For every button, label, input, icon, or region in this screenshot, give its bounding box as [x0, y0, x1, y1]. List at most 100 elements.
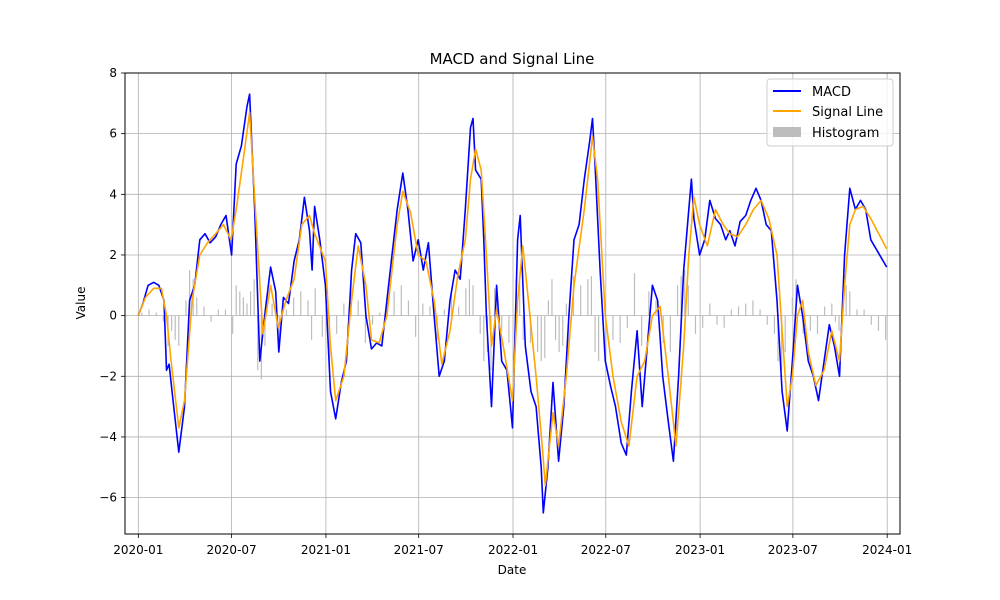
histogram-bar: [816, 315, 819, 334]
x-tick-label: 2023-07: [768, 543, 818, 557]
histogram-bar: [709, 303, 711, 316]
histogram-bar: [307, 300, 309, 316]
histogram-bar: [522, 315, 524, 340]
histogram-bar: [824, 306, 826, 316]
y-tick-label: 8: [109, 66, 117, 80]
histogram-bar: [716, 315, 718, 325]
x-axis-ticks: 2020-01 2020-07 2021-01 2021-07 2022-01 2022-…: [113, 534, 912, 557]
y-axis-label: Value: [74, 287, 88, 320]
histogram-bar: [777, 315, 779, 362]
histogram-bar: [687, 285, 689, 316]
histogram-bar: [680, 276, 682, 316]
histogram-bar: [415, 315, 417, 337]
histogram-bar: [239, 291, 241, 316]
histogram-bar: [300, 291, 302, 316]
x-axis-label: Date: [498, 563, 527, 577]
histogram-bar: [809, 315, 811, 331]
histogram-bar: [185, 300, 187, 316]
histogram-bar: [264, 315, 266, 346]
legend: MACD Signal Line Histogram: [766, 78, 894, 147]
legend-histogram-label: Histogram: [812, 126, 879, 141]
histogram-bar: [246, 303, 248, 316]
histogram-bar: [626, 315, 628, 328]
histogram-bar: [422, 303, 424, 316]
histogram-bar: [684, 270, 686, 316]
histogram-bar: [483, 315, 485, 362]
histogram-bar: [155, 312, 157, 316]
histogram-bar: [232, 315, 234, 334]
histogram-bar: [519, 282, 521, 316]
x-tick-label: 2024-01: [862, 543, 912, 557]
histogram-bar: [745, 303, 747, 316]
histogram-bar: [759, 309, 761, 316]
histogram-bar: [554, 315, 557, 340]
histogram-bar: [343, 303, 345, 316]
histogram-bar: [766, 315, 768, 325]
y-tick-label: 6: [109, 127, 117, 141]
histogram-bar: [314, 288, 316, 316]
histogram-bar: [598, 315, 600, 362]
y-axis-ticks: 8 6 4 2 0 −2 −4 −6: [99, 66, 125, 505]
histogram-bar: [544, 315, 546, 359]
chart-title: MACD and Signal Line: [430, 50, 595, 68]
histogram-bar: [443, 309, 445, 316]
histogram-bar: [336, 315, 338, 334]
y-tick-label: 2: [109, 248, 117, 262]
histogram-bar: [529, 315, 532, 343]
histogram-bar: [580, 285, 582, 316]
histogram-bar: [590, 276, 593, 316]
histogram-bar: [472, 285, 474, 316]
y-tick-label: −2: [99, 369, 117, 383]
histogram-bar: [257, 315, 259, 371]
x-tick-label: 2022-07: [581, 543, 631, 557]
histogram-bar: [737, 306, 740, 316]
histogram-bar: [845, 285, 847, 316]
signal-line: [137, 111, 888, 487]
histogram-bar: [224, 309, 227, 316]
histogram-bar: [877, 315, 880, 331]
plot-frame: [124, 72, 901, 535]
histogram-bar: [784, 315, 786, 353]
histogram-bar: [791, 297, 793, 316]
histogram-bar: [285, 309, 288, 316]
histogram-bar: [371, 315, 374, 325]
histogram-bar: [723, 315, 725, 328]
histogram-bar: [752, 300, 754, 316]
histogram-bar: [196, 297, 198, 316]
legend-signal-label: Signal Line: [812, 105, 883, 120]
histogram-bar: [217, 309, 219, 316]
histogram-bar: [558, 315, 560, 353]
histogram-bar: [188, 270, 191, 316]
histogram-bar: [612, 315, 614, 340]
histogram-bar: [594, 315, 596, 353]
histogram-bar: [278, 315, 280, 340]
histogram-bar: [468, 279, 471, 316]
x-tick-label: 2023-01: [675, 543, 725, 557]
histogram-bar: [379, 312, 381, 316]
histogram-bar: [702, 315, 704, 328]
histogram-bar: [562, 315, 564, 346]
histogram-bar: [400, 285, 402, 316]
histogram-bar: [641, 315, 643, 346]
histogram-bar: [458, 306, 460, 316]
histogram-bar: [551, 279, 553, 316]
histogram-bar: [321, 315, 323, 337]
x-tick-label: 2020-01: [113, 543, 163, 557]
y-tick-label: 4: [109, 187, 117, 201]
histogram-bar: [210, 315, 212, 322]
histogram-bar: [203, 306, 205, 316]
legend-histogram-swatch: [773, 127, 801, 137]
y-tick-label: 0: [109, 309, 117, 323]
histogram-bar: [619, 315, 621, 343]
histogram-bar: [694, 315, 697, 334]
x-tick-label: 2020-07: [207, 543, 257, 557]
histogram-bar: [547, 300, 549, 316]
histogram-bar: [271, 303, 273, 316]
histogram-bar: [587, 279, 589, 316]
histogram-bar: [863, 309, 865, 316]
histogram-bar: [407, 300, 410, 316]
histogram-bar: [350, 279, 352, 316]
histogram-bar: [293, 297, 295, 316]
histogram-bar: [633, 273, 636, 316]
